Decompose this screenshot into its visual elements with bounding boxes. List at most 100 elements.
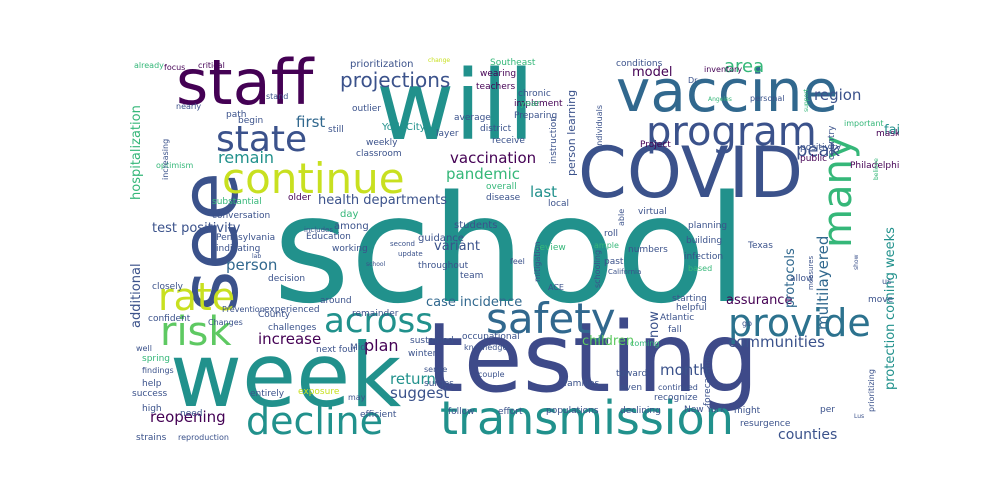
word-nearly: nearly (176, 102, 202, 111)
word-prioritizing: prioritizing (867, 369, 876, 412)
word-populations: populations (546, 406, 599, 416)
word-decision: decision (268, 274, 306, 284)
word-changes: Changes (208, 318, 243, 327)
word-plan: plan (364, 336, 399, 355)
word-safety: safety (486, 294, 616, 343)
word-projections: projections (340, 68, 451, 92)
word-sustained: sustained (410, 336, 454, 346)
word-helpful: helpful (676, 303, 707, 313)
word-prioritization: prioritization (350, 59, 414, 70)
word-support: support (803, 88, 810, 112)
word-continued: continued (658, 383, 698, 392)
word-roll: roll (604, 229, 619, 239)
word-health-departments: health departments (318, 193, 447, 208)
word-county: County (258, 310, 291, 320)
word-teachers: teachers (476, 82, 516, 92)
word-substantial: substantial (212, 197, 262, 207)
word-exposure: exposure (298, 387, 340, 397)
word-region: region (814, 86, 862, 104)
word-lab: lab (252, 253, 262, 260)
word-overall: overall (486, 182, 517, 192)
word-spring: spring (142, 354, 171, 364)
word-classroom: classroom (356, 149, 402, 159)
word-communities: communities (728, 333, 825, 351)
word-return: return (390, 370, 436, 388)
word-education: Education (306, 232, 351, 242)
word-change: change (428, 57, 451, 64)
word-fall: fall (668, 325, 682, 335)
word-public: public (800, 154, 828, 164)
word-week: week (170, 324, 402, 427)
word-school: school (273, 164, 748, 336)
word-path: path (226, 110, 247, 120)
word-occupational: occupational (462, 332, 520, 342)
word-guidance: guidance (418, 233, 464, 244)
word-inventory: inventory (704, 65, 743, 74)
word-strains: strains (136, 433, 167, 443)
word-weekly: weekly (366, 138, 398, 148)
word-team: team (460, 271, 484, 281)
word-disease: disease (486, 193, 521, 203)
word-knowledge: knowledge (464, 343, 508, 352)
word-southeast: Southeast (490, 58, 536, 68)
word-month: month (660, 361, 709, 379)
word-still: still (328, 125, 344, 135)
word-efficient: efficient (360, 410, 397, 420)
word-mitigation: mitigation (533, 241, 542, 282)
word-preparing: Preparing (514, 111, 558, 121)
word-increasing: increasing (161, 138, 170, 180)
word-indicating: indicating (216, 244, 261, 254)
word-country: country (827, 125, 837, 160)
word-new-york: New York (684, 405, 726, 415)
word-layer: layer (436, 129, 459, 139)
word-success: success (132, 389, 168, 399)
word-lus: Lus (854, 413, 865, 420)
word-already: already (134, 61, 164, 70)
word-experienced: experienced (264, 305, 320, 315)
word-person-learning: person learning (565, 89, 578, 176)
word-past: past (604, 257, 624, 267)
word-throughout: throughout (418, 261, 469, 271)
word-program: program (646, 109, 817, 155)
word-wearing: wearing (480, 69, 517, 79)
word-variant: variant (434, 239, 480, 254)
word-includes: includes (304, 226, 334, 234)
word-decline: decline (246, 399, 383, 443)
word-building: building (686, 236, 723, 246)
word-school-small: school (366, 261, 386, 268)
word-ample: ample (594, 241, 619, 250)
word-help: help (142, 379, 162, 389)
word-provide: provide (728, 301, 871, 345)
word-conditions: conditions (616, 59, 663, 69)
word-peak: peak (796, 140, 840, 161)
word-assurance: assurance (726, 293, 793, 308)
word-coming-weeks: coming weeks (883, 227, 898, 320)
word-declining: declining (620, 406, 661, 416)
word-mask: mask (876, 129, 899, 139)
word-begin: begin (238, 116, 264, 126)
word-based: based (688, 264, 713, 273)
word-infection: infection (684, 252, 724, 262)
word-transmission: transmission (440, 391, 734, 445)
word-chronic: chronic (518, 89, 551, 99)
word-update: update (398, 250, 423, 258)
word-personal: personal (750, 94, 785, 103)
word-vaccination: vaccination (450, 149, 537, 167)
word-model: model (632, 65, 673, 80)
word-able: able (617, 208, 626, 226)
word-dr: Dr (688, 76, 698, 85)
word-will: will (376, 50, 535, 162)
word-person: person (226, 256, 278, 274)
word-area: area (724, 56, 765, 77)
word-next-four: next four (316, 345, 357, 355)
word-positivity: positivity (800, 143, 842, 153)
word-believe: believe (873, 158, 880, 180)
word-day: day (340, 209, 359, 220)
word-california: California (608, 268, 642, 276)
word-test-positivity: test positivity (152, 221, 241, 236)
word-around: around (320, 296, 352, 306)
word-mid: Mid (350, 343, 366, 353)
word-older: older (288, 193, 311, 203)
word-allow: allow (790, 274, 814, 284)
word-important: important (844, 119, 884, 128)
